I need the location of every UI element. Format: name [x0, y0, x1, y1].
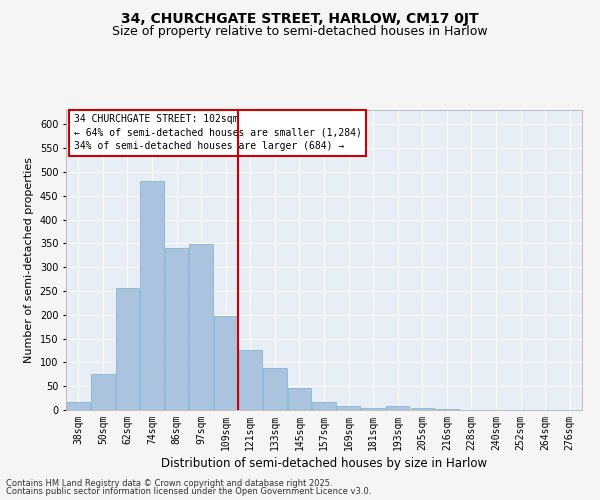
Text: Size of property relative to semi-detached houses in Harlow: Size of property relative to semi-detach… — [112, 25, 488, 38]
Bar — [91, 374, 115, 410]
Text: 34, CHURCHGATE STREET, HARLOW, CM17 0JT: 34, CHURCHGATE STREET, HARLOW, CM17 0JT — [121, 12, 479, 26]
Text: Contains HM Land Registry data © Crown copyright and database right 2025.: Contains HM Land Registry data © Crown c… — [6, 478, 332, 488]
Bar — [190, 244, 213, 410]
Bar — [214, 316, 238, 410]
Bar — [165, 248, 188, 410]
Text: 34 CHURCHGATE STREET: 102sqm
← 64% of semi-detached houses are smaller (1,284)
3: 34 CHURCHGATE STREET: 102sqm ← 64% of se… — [74, 114, 362, 151]
Bar — [313, 402, 335, 410]
Bar — [263, 368, 287, 410]
Text: Contains public sector information licensed under the Open Government Licence v3: Contains public sector information licen… — [6, 487, 371, 496]
Bar — [435, 409, 458, 410]
Bar — [361, 408, 385, 410]
Bar — [386, 406, 409, 410]
Bar — [116, 288, 139, 410]
Bar — [239, 350, 262, 410]
Bar — [67, 402, 90, 410]
Y-axis label: Number of semi-detached properties: Number of semi-detached properties — [24, 157, 34, 363]
Bar — [337, 406, 360, 410]
Bar — [410, 408, 434, 410]
X-axis label: Distribution of semi-detached houses by size in Harlow: Distribution of semi-detached houses by … — [161, 457, 487, 470]
Bar — [288, 388, 311, 410]
Bar — [140, 182, 164, 410]
